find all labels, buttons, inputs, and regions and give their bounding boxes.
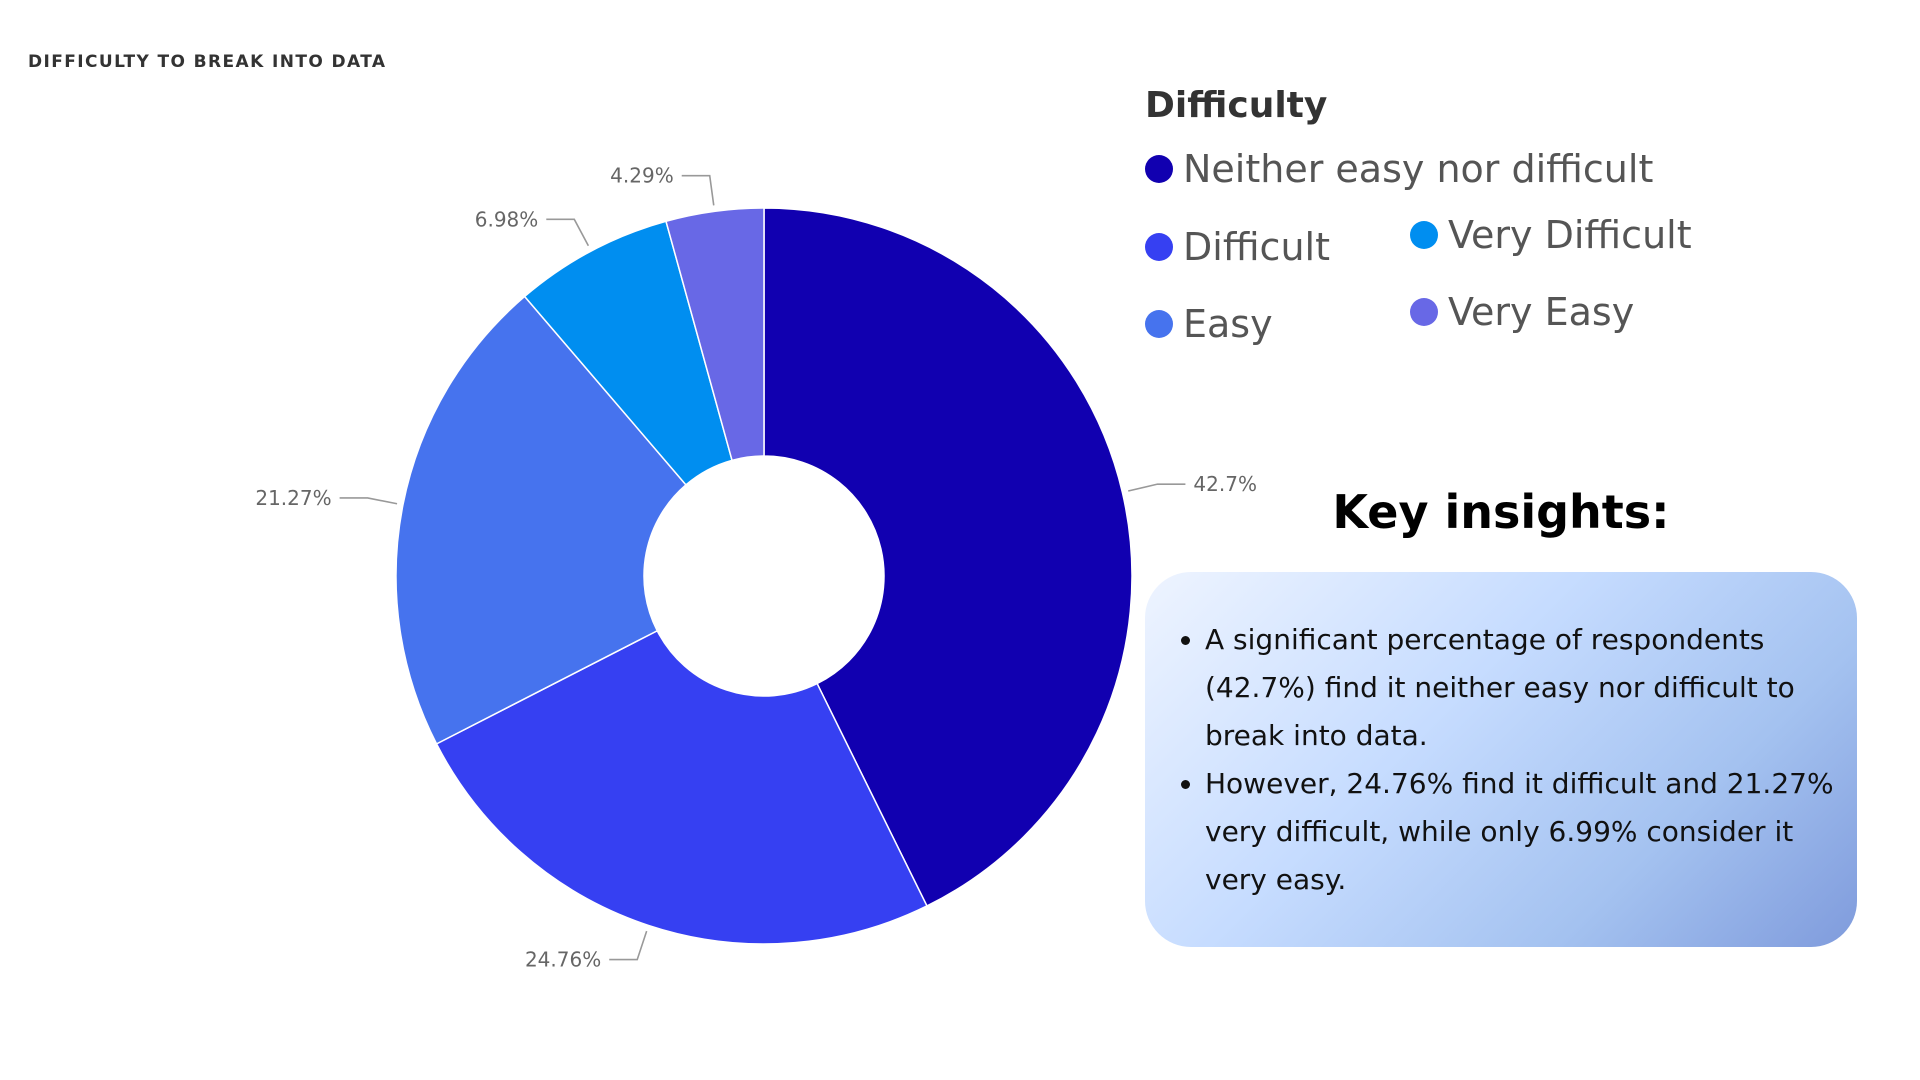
- slice-labels: 42.7% 24.76% 21.27% 6.98% 4.29%: [255, 164, 1257, 972]
- leader-line-2: [339, 497, 398, 505]
- donut-slice-4[interactable]: [665, 207, 765, 462]
- legend-item-difficult[interactable]: Difficult: [1145, 225, 1330, 269]
- insight-item: A significant percentage of respondents …: [1205, 616, 1839, 760]
- slice-label-0: 42.7%: [1193, 472, 1257, 496]
- insight-item: However, 24.76% find it difficult and 21…: [1205, 760, 1839, 904]
- slice-label-2: 21.27%: [255, 486, 331, 510]
- insights-heading: Key insights:: [1332, 485, 1670, 539]
- leader-line-0: [1128, 483, 1186, 492]
- insights-list: A significant percentage of respondents …: [1175, 616, 1839, 904]
- legend-item-label: Very Difficult: [1448, 213, 1692, 257]
- leader-line-1: [609, 930, 648, 961]
- chart-title: DIFFICULTY TO BREAK INTO DATA: [28, 52, 387, 72]
- legend-dot-icon: [1145, 233, 1173, 261]
- legend-item-very-difficult[interactable]: Very Difficult: [1410, 213, 1692, 257]
- legend-dot-icon: [1410, 221, 1438, 249]
- legend-item-label: Neither easy nor difficult: [1183, 147, 1654, 191]
- legend-title: Difficulty: [1145, 85, 1328, 126]
- leader-line-3: [546, 218, 590, 247]
- slice-label-4: 4.29%: [610, 164, 674, 188]
- legend-item-easy[interactable]: Easy: [1145, 302, 1273, 346]
- donut-slice-2[interactable]: [395, 295, 688, 745]
- legend-item-label: Difficult: [1183, 225, 1330, 269]
- leader-line-4: [681, 174, 715, 206]
- donut-slice-1[interactable]: [435, 629, 928, 945]
- legend-item-label: Easy: [1183, 302, 1273, 346]
- donut-slices: [395, 207, 1133, 945]
- legend-item-very-easy[interactable]: Very Easy: [1410, 290, 1634, 334]
- legend-dot-icon: [1410, 298, 1438, 326]
- legend-dot-icon: [1145, 155, 1173, 183]
- insights-box: A significant percentage of respondents …: [1145, 572, 1857, 947]
- legend-item-neither[interactable]: Neither easy nor difficult: [1145, 147, 1653, 191]
- slice-label-3: 6.98%: [475, 207, 539, 231]
- donut-slice-0[interactable]: [763, 207, 1133, 907]
- slice-label-1: 24.76%: [525, 948, 601, 972]
- legend-dot-icon: [1145, 310, 1173, 338]
- donut-slice-3[interactable]: [523, 220, 733, 486]
- legend-item-label: Very Easy: [1448, 290, 1635, 334]
